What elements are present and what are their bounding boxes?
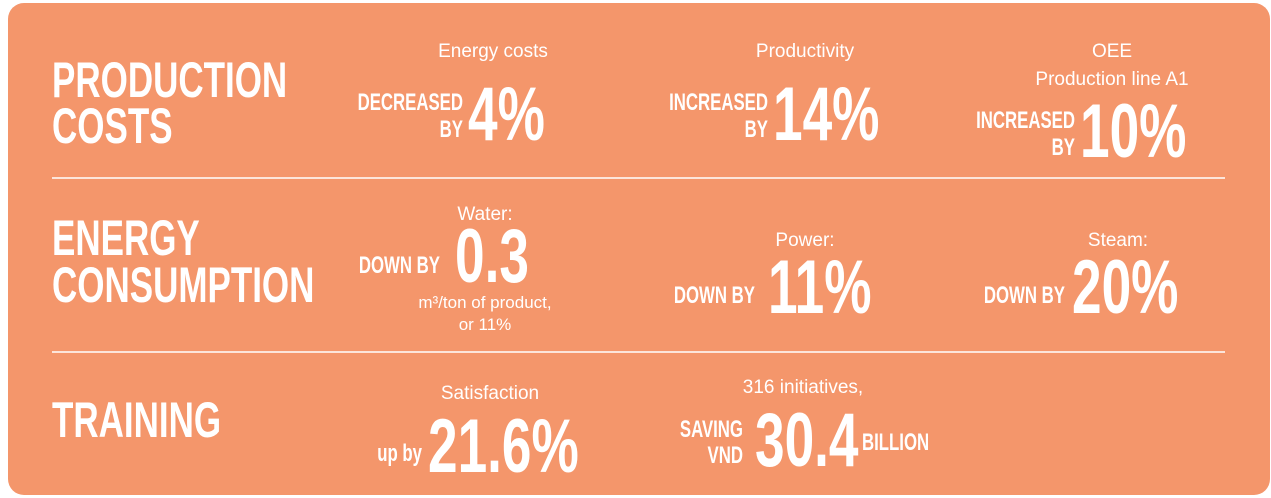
metric-prefix-group: DOWN BY — [674, 282, 755, 309]
row-heading-group: COSTS — [52, 99, 173, 155]
row-heading-group: ENERGY — [52, 211, 200, 267]
metric-note: or 11% — [459, 315, 512, 334]
metric-title: 316 initiatives, — [743, 377, 863, 398]
metric-prefix-group: INCREASED — [669, 89, 768, 116]
metric-value-group: 11% — [768, 245, 872, 330]
metric-value-group: 21.6% — [428, 404, 579, 489]
metric-prefix: DOWN BY — [359, 252, 440, 279]
metric-prefix-group: SAVING — [680, 416, 743, 443]
metric-prefix-group: INCREASED — [976, 107, 1075, 134]
metric-prefix-group: BY — [745, 116, 768, 143]
metric-prefix: INCREASED — [976, 107, 1075, 134]
row-heading-group: PRODUCTION — [52, 53, 287, 109]
metric-prefix: DECREASED — [358, 89, 463, 116]
row-heading-group: CONSUMPTION — [52, 258, 314, 314]
metric-value-group: 30.4 — [755, 398, 859, 483]
metric-value: 0.3 — [455, 214, 529, 299]
metric-prefix: SAVING — [680, 416, 743, 443]
metric-title: Energy costs — [438, 41, 548, 62]
metric-prefix-group: DECREASED — [358, 89, 463, 116]
metric-value-group: 4% — [468, 72, 545, 157]
row-heading: PRODUCTION — [52, 53, 287, 109]
metric-prefix: VND — [708, 442, 743, 469]
metric-prefix-group: VND — [708, 442, 743, 469]
metric-prefix: DOWN BY — [674, 282, 755, 309]
metric-title: OEE — [1092, 41, 1132, 62]
metric-value: 21.6% — [428, 404, 579, 489]
metric-value: 14% — [773, 72, 879, 157]
metric-value: 4% — [468, 72, 545, 157]
metric-prefix: BY — [1052, 134, 1075, 161]
metric-prefix: DOWN BY — [984, 282, 1065, 309]
panel — [8, 3, 1270, 495]
metric-title: Water: — [457, 204, 512, 225]
metric-prefix: INCREASED — [669, 89, 768, 116]
metric-prefix-group: up by — [377, 440, 422, 467]
metric-title: Power: — [775, 230, 834, 251]
metric-prefix-group: DOWN BY — [984, 282, 1065, 309]
metric-prefix-group: BY — [440, 116, 463, 143]
metric-prefix-group: BY — [1052, 134, 1075, 161]
metric-prefix: BY — [440, 116, 463, 143]
metric-title: Productivity — [756, 41, 855, 62]
row-heading: COSTS — [52, 99, 173, 155]
metric-value-group: 0.3 — [455, 214, 529, 299]
metric-value: 11% — [768, 245, 872, 330]
metric-value-group: 14% — [773, 72, 879, 157]
metric-prefix: up by — [377, 440, 422, 467]
metric-suffix: BILLION — [862, 429, 929, 456]
metric-title: Steam: — [1088, 230, 1148, 251]
metric-value: 30.4 — [755, 398, 859, 483]
metric-prefix-group: DOWN BY — [359, 252, 440, 279]
metric-suffix-group: BILLION — [862, 429, 929, 456]
row-heading-group: TRAINING — [52, 393, 221, 449]
metric-prefix: BY — [745, 116, 768, 143]
row-heading: TRAINING — [52, 393, 221, 449]
metric-note: m³/ton of product, — [418, 293, 551, 312]
metric-value: 20% — [1072, 245, 1178, 330]
metric-value: 10% — [1080, 89, 1186, 174]
row-heading: CONSUMPTION — [52, 258, 314, 314]
metric-value-group: 20% — [1072, 245, 1178, 330]
metric-value-group: 10% — [1080, 89, 1186, 174]
metric-title: Satisfaction — [441, 383, 539, 404]
row-heading: ENERGY — [52, 211, 200, 267]
metric-title: Production line A1 — [1035, 69, 1188, 90]
